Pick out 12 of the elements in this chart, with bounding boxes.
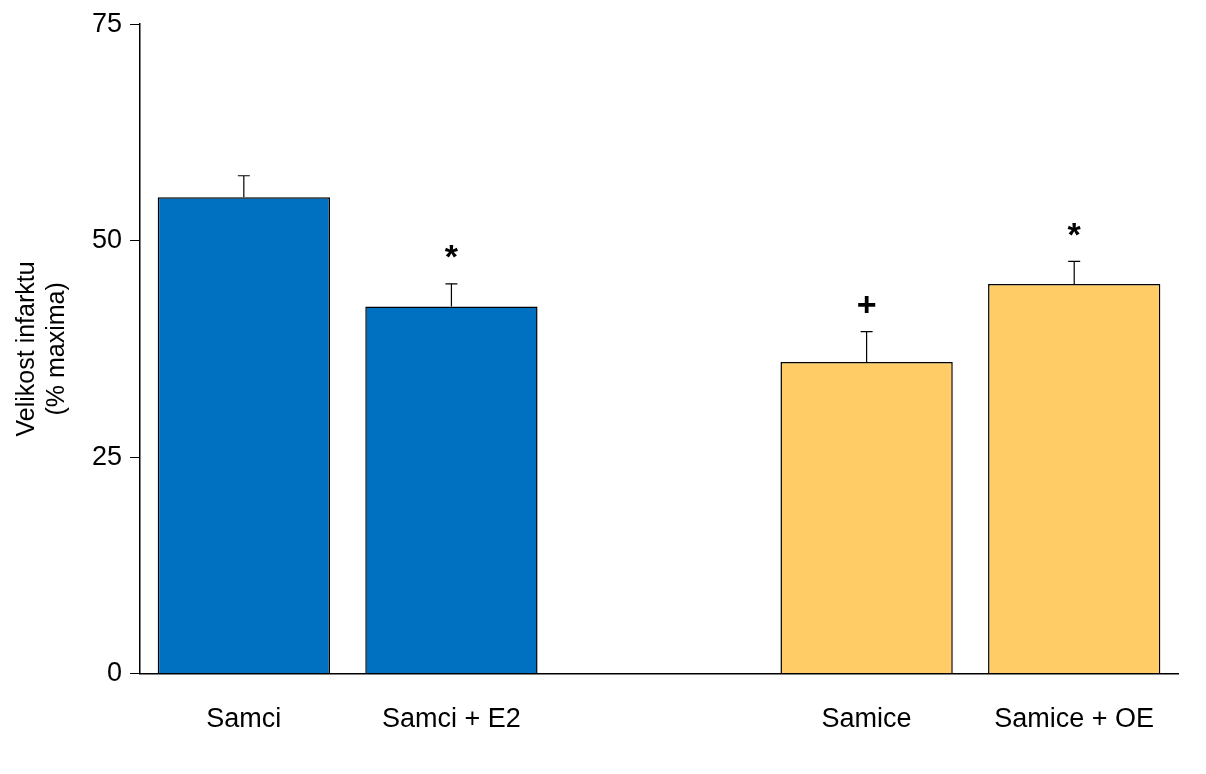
x-tick-label: Samci (206, 703, 282, 734)
x-tick-label: Samci + E2 (382, 703, 521, 734)
annotation: * (1067, 214, 1082, 253)
annotation: * (444, 237, 459, 276)
y-tick-label: 75 (91, 7, 123, 38)
y-axis-title: Velikost infarktu (% maxima) (10, 261, 69, 437)
y-tick-label: 0 (107, 657, 123, 688)
y-tick-label: 25 (91, 440, 123, 471)
annotation: + (856, 284, 877, 323)
x-tick-label: Samice (821, 703, 912, 734)
x-tick-label: Samice + OE (994, 703, 1155, 734)
y-tick-label: 50 (91, 224, 123, 255)
